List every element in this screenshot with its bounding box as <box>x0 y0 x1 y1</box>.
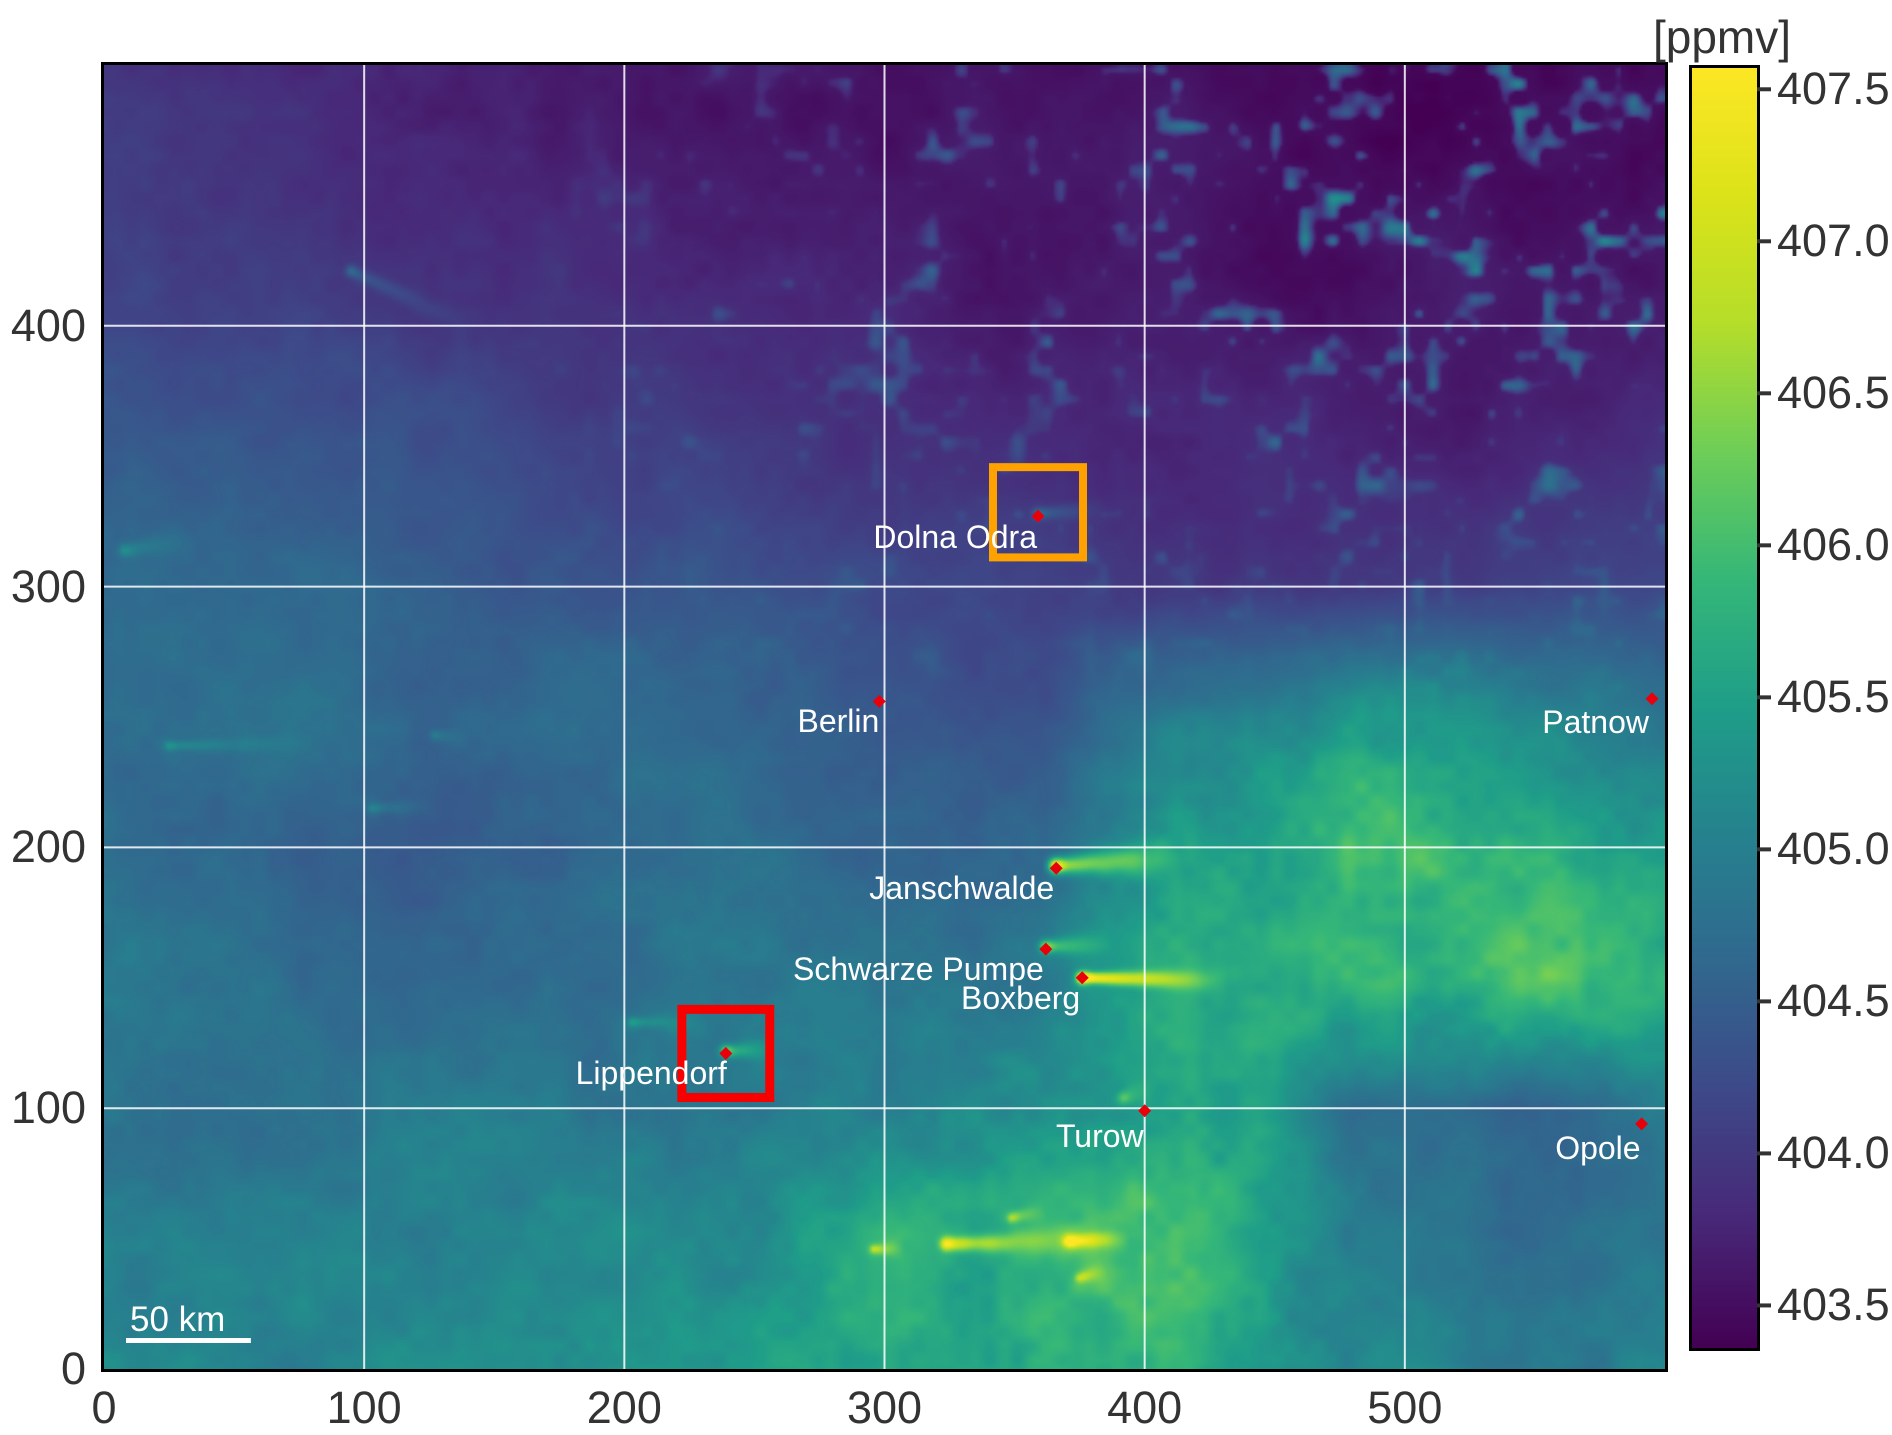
station-label-turow: Turow <box>1055 1117 1144 1154</box>
colorbar-tick-label: 405.0 <box>1777 823 1890 875</box>
colorbar-tick-label: 406.5 <box>1777 367 1890 419</box>
y-tick-label: 400 <box>10 299 86 351</box>
x-tick-label: 300 <box>846 1382 923 1433</box>
colorbar-tick-label: 406.0 <box>1777 519 1890 571</box>
co2-heatmap <box>104 65 1665 1369</box>
x-tick-label: 0 <box>91 1382 117 1433</box>
station-label-patnow: Patnow <box>1542 703 1649 740</box>
x-tick-label: 500 <box>1367 1382 1443 1433</box>
x-tick-label: 400 <box>1107 1382 1183 1433</box>
x-tick-label: 200 <box>586 1382 662 1433</box>
colorbar-tick-label: 405.5 <box>1777 671 1890 723</box>
colorbar-tick-label: 407.0 <box>1777 215 1890 267</box>
station-label-dolna-odra: Dolna Odra <box>873 519 1037 556</box>
y-tick-label: 300 <box>10 560 86 612</box>
station-label-janschwalde: Janschwalde <box>869 870 1055 907</box>
station-label-lippendorf: Lippendorf <box>575 1055 727 1092</box>
colorbar-tick-label: 407.5 <box>1777 63 1890 115</box>
station-label-schwarze-pumpe: Schwarze Pumpe <box>793 951 1044 988</box>
y-tick-label: 200 <box>10 821 86 873</box>
station-label-berlin: Berlin <box>797 703 880 740</box>
x-tick-label: 100 <box>326 1382 402 1433</box>
colorbar-unit-label: [ppmv] <box>1652 11 1792 63</box>
colorbar-tick-label: 404.0 <box>1777 1127 1890 1179</box>
y-tick-label: 0 <box>60 1343 86 1394</box>
station-label-opole: Opole <box>1555 1129 1641 1166</box>
colorbar-tick-label: 403.5 <box>1777 1279 1890 1331</box>
colorbar-tick-label: 404.5 <box>1777 975 1890 1027</box>
y-tick-label: 100 <box>10 1082 86 1134</box>
station-label-boxberg: Boxberg <box>961 979 1081 1016</box>
colorbar-gradient <box>1692 68 1757 1348</box>
scale-bar-label: 50 km <box>130 1300 226 1339</box>
